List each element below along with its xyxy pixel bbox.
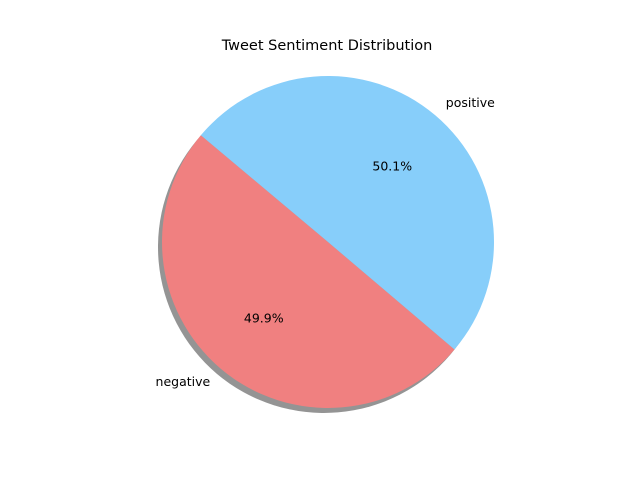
slice-percent-positive: 50.1%: [372, 158, 412, 173]
pie-labels: negative 49.9% positive 50.1%: [156, 95, 496, 389]
slice-percent-negative: 49.9%: [244, 311, 284, 326]
pie-slice-negative: [162, 135, 455, 408]
slice-label-negative: negative: [156, 374, 211, 389]
slice-label-positive: positive: [446, 95, 495, 110]
pie-slice-positive: [200, 75, 495, 350]
pie-slices: [162, 75, 495, 408]
chart-title: Tweet Sentiment Distribution: [221, 38, 433, 54]
